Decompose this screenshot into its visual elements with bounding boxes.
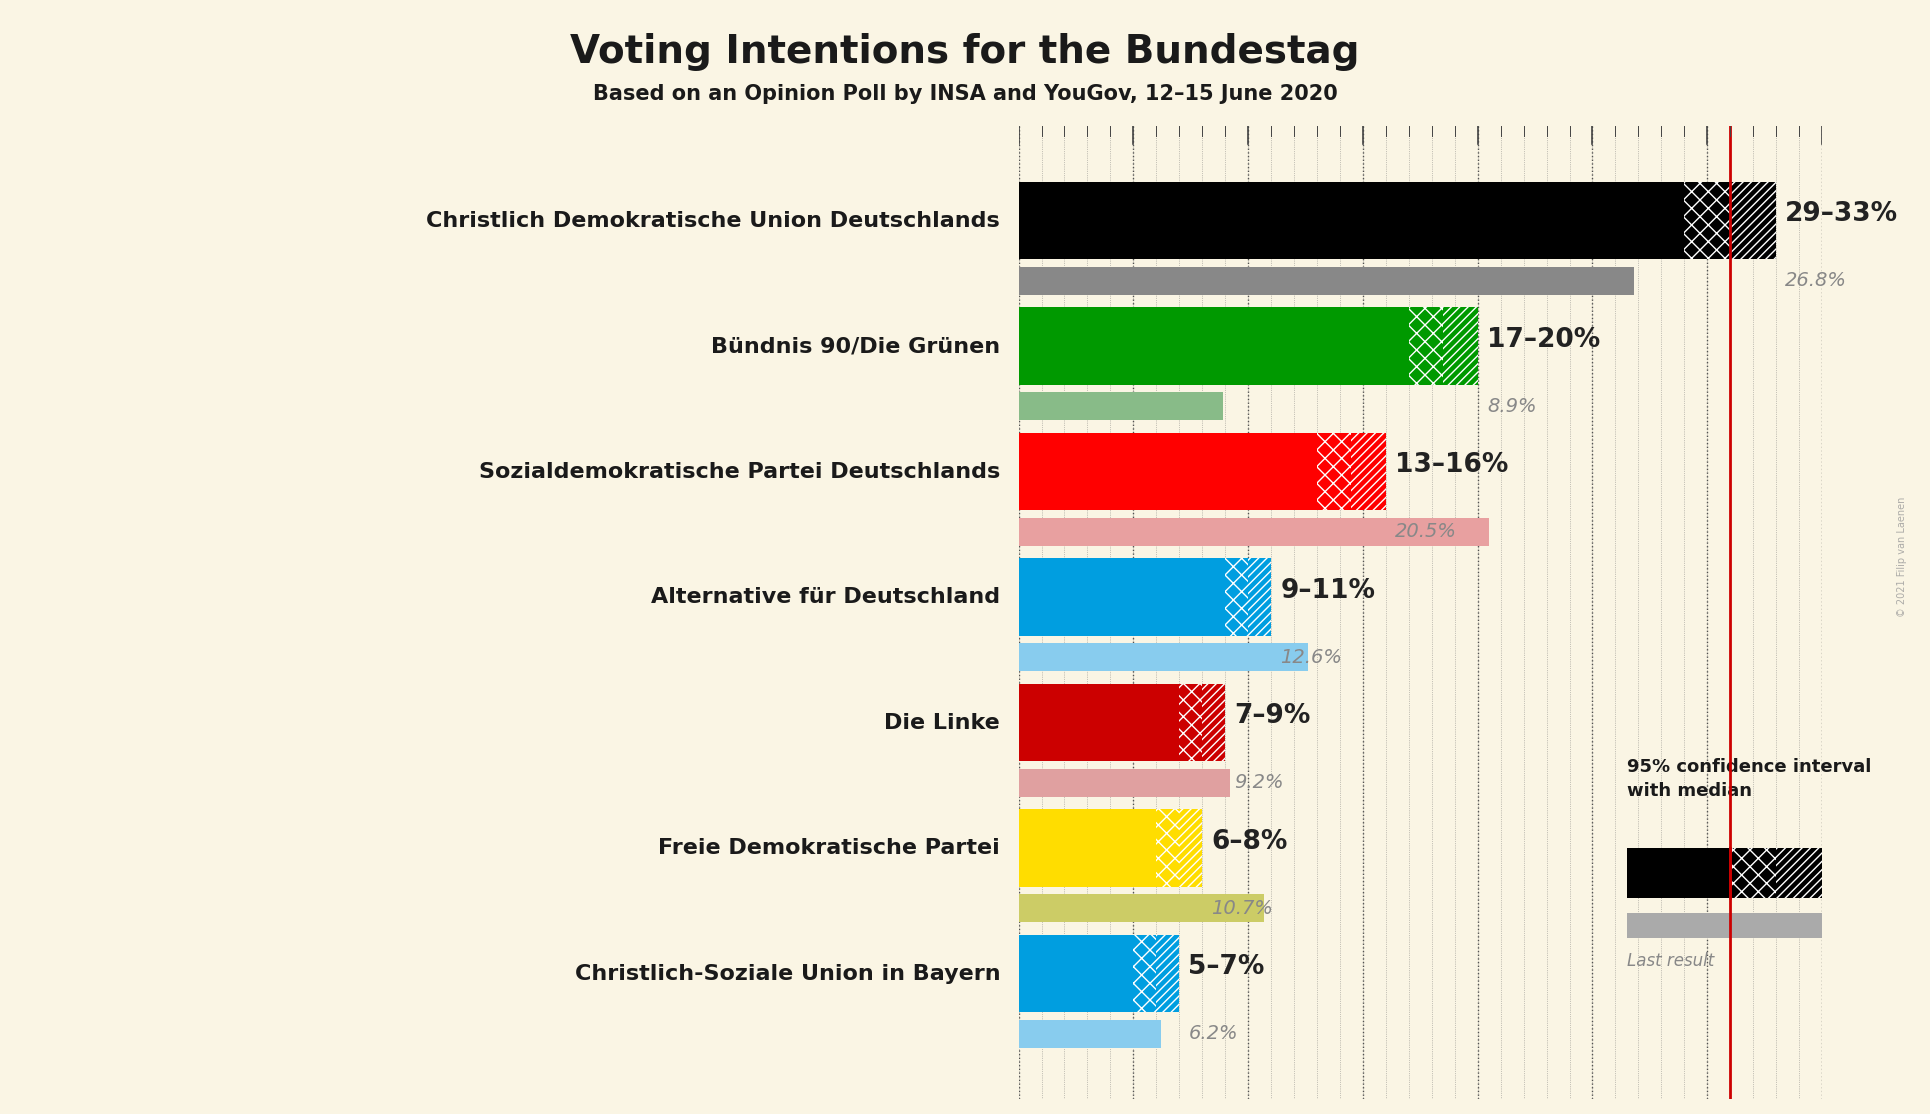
Text: Christlich-Soziale Union in Bayern: Christlich-Soziale Union in Bayern (575, 964, 1000, 984)
Text: 7–9%: 7–9% (1235, 703, 1310, 730)
Text: 10.7%: 10.7% (1212, 899, 1274, 918)
Text: Die Linke: Die Linke (884, 713, 1000, 733)
Text: 5–7%: 5–7% (1189, 955, 1264, 980)
Text: Voting Intentions for the Bundestag: Voting Intentions for the Bundestag (569, 33, 1361, 71)
Text: 13–16%: 13–16% (1395, 452, 1509, 478)
Bar (1729, 848, 1776, 898)
Text: Last result: Last result (1627, 952, 1714, 970)
Text: 6.2%: 6.2% (1189, 1024, 1237, 1043)
Bar (1729, 182, 1776, 260)
Text: 20.5%: 20.5% (1395, 522, 1457, 541)
Text: 8.9%: 8.9% (1486, 397, 1536, 416)
Bar (1226, 558, 1249, 636)
Bar (1019, 182, 1685, 260)
Text: 95% confidence interval
with median: 95% confidence interval with median (1627, 759, 1872, 800)
Text: Freie Demokratische Partei: Freie Demokratische Partei (658, 838, 1000, 858)
Bar (1019, 895, 1264, 922)
Text: Christlich Demokratische Union Deutschlands: Christlich Demokratische Union Deutschla… (427, 211, 1000, 231)
Bar (1019, 809, 1156, 887)
Bar (1179, 809, 1202, 887)
Text: 9–11%: 9–11% (1280, 578, 1376, 604)
Bar (1444, 307, 1478, 385)
Bar (1133, 935, 1156, 1013)
Text: 26.8%: 26.8% (1785, 272, 1847, 291)
Bar (1019, 267, 1635, 294)
Bar (1202, 684, 1226, 761)
Bar (1776, 848, 1822, 898)
Text: Alternative für Deutschland: Alternative für Deutschland (650, 587, 1000, 607)
Bar (1351, 432, 1386, 510)
Text: 17–20%: 17–20% (1486, 326, 1600, 353)
Text: 12.6%: 12.6% (1280, 647, 1341, 667)
Bar (1019, 558, 1226, 636)
Bar (1019, 684, 1179, 761)
Text: Sozialdemokratische Partei Deutschlands: Sozialdemokratische Partei Deutschlands (479, 461, 1000, 481)
Bar (1019, 432, 1316, 510)
Bar (1156, 935, 1179, 1013)
Bar (1019, 769, 1229, 797)
Bar (1019, 392, 1224, 420)
Text: © 2021 Filip van Laenen: © 2021 Filip van Laenen (1897, 497, 1907, 617)
Bar (1685, 182, 1729, 260)
Bar (1179, 684, 1202, 761)
Bar (1627, 913, 1822, 938)
Bar (1019, 644, 1309, 671)
Bar (1627, 848, 1729, 898)
Bar (1019, 307, 1409, 385)
Bar (1249, 558, 1272, 636)
Text: 29–33%: 29–33% (1785, 202, 1899, 227)
Text: 9.2%: 9.2% (1235, 773, 1283, 792)
Bar (1409, 307, 1444, 385)
Bar (1019, 518, 1490, 546)
Text: Based on an Opinion Poll by INSA and YouGov, 12–15 June 2020: Based on an Opinion Poll by INSA and You… (593, 84, 1337, 104)
Text: Bündnis 90/Die Grünen: Bündnis 90/Die Grünen (710, 336, 1000, 356)
Text: 6–8%: 6–8% (1212, 829, 1287, 854)
Bar (1019, 1020, 1162, 1047)
Bar (1019, 935, 1133, 1013)
Bar (1156, 809, 1179, 887)
Bar (1316, 432, 1351, 510)
